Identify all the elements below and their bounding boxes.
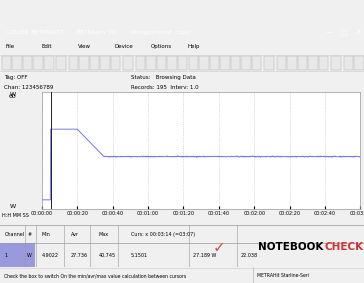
FancyBboxPatch shape [123, 56, 133, 70]
FancyBboxPatch shape [178, 56, 187, 70]
FancyBboxPatch shape [220, 56, 230, 70]
Text: Help: Help [187, 44, 200, 50]
Text: NOTEBOOK: NOTEBOOK [258, 242, 324, 252]
FancyBboxPatch shape [146, 56, 156, 70]
Text: #: # [27, 232, 31, 237]
Text: Curs: x 00:03:14 (=03:07): Curs: x 00:03:14 (=03:07) [131, 232, 195, 237]
Text: 22.038: 22.038 [240, 253, 257, 258]
FancyBboxPatch shape [157, 56, 166, 70]
FancyBboxPatch shape [210, 56, 219, 70]
Text: 27.736: 27.736 [71, 253, 88, 258]
FancyBboxPatch shape [298, 56, 307, 70]
Text: Edit: Edit [42, 44, 52, 50]
FancyBboxPatch shape [23, 56, 32, 70]
FancyBboxPatch shape [354, 56, 364, 70]
FancyBboxPatch shape [199, 56, 209, 70]
Text: File: File [5, 44, 15, 50]
FancyBboxPatch shape [231, 56, 240, 70]
FancyBboxPatch shape [287, 56, 297, 70]
Text: 27.189 W: 27.189 W [193, 253, 216, 258]
Text: CHECK: CHECK [325, 242, 364, 252]
Text: Status:   Browsing Data: Status: Browsing Data [131, 75, 196, 80]
Text: Channel: Channel [4, 232, 24, 237]
Text: ─: ─ [326, 30, 330, 36]
Text: Max: Max [98, 232, 108, 237]
FancyBboxPatch shape [79, 56, 89, 70]
Text: Avr: Avr [71, 232, 79, 237]
Text: ✕: ✕ [355, 30, 361, 36]
FancyBboxPatch shape [90, 56, 99, 70]
Text: Tag: OFF: Tag: OFF [4, 75, 27, 80]
FancyBboxPatch shape [33, 56, 43, 70]
Text: Records: 195  Interv: 1.0: Records: 195 Interv: 1.0 [131, 85, 199, 89]
FancyBboxPatch shape [319, 56, 328, 70]
FancyBboxPatch shape [12, 56, 22, 70]
FancyBboxPatch shape [264, 56, 274, 70]
Text: GOSSEN METRAWATT    METRAwin 10    Unregistered copy: GOSSEN METRAWATT METRAwin 10 Unregistere… [7, 30, 189, 35]
FancyBboxPatch shape [189, 56, 198, 70]
FancyBboxPatch shape [136, 56, 145, 70]
FancyBboxPatch shape [44, 56, 54, 70]
Text: METRAHit Starline-Seri: METRAHit Starline-Seri [257, 273, 309, 278]
Text: 1: 1 [4, 253, 8, 258]
Text: ✓: ✓ [213, 239, 225, 255]
Text: W: W [10, 204, 16, 209]
FancyBboxPatch shape [252, 56, 261, 70]
Text: View: View [78, 44, 91, 50]
FancyBboxPatch shape [2, 56, 11, 70]
FancyBboxPatch shape [344, 56, 353, 70]
FancyBboxPatch shape [308, 56, 318, 70]
Text: W: W [10, 92, 16, 97]
FancyBboxPatch shape [69, 56, 78, 70]
FancyBboxPatch shape [56, 56, 66, 70]
Text: Min: Min [42, 232, 51, 237]
FancyBboxPatch shape [167, 56, 177, 70]
Text: 40.745: 40.745 [98, 253, 115, 258]
Text: 60: 60 [8, 94, 16, 99]
Text: 5.1501: 5.1501 [131, 253, 148, 258]
Bar [0, 243, 35, 267]
Text: Device: Device [115, 44, 134, 50]
Text: 4.9022: 4.9022 [42, 253, 59, 258]
FancyBboxPatch shape [241, 56, 251, 70]
Text: W: W [27, 253, 32, 258]
Text: □: □ [340, 30, 347, 36]
Text: Chan: 123456789: Chan: 123456789 [4, 85, 53, 89]
Text: Check the box to switch On the min/avr/max value calculation between cursors: Check the box to switch On the min/avr/m… [4, 273, 186, 278]
Text: Options: Options [151, 44, 172, 50]
FancyBboxPatch shape [331, 56, 341, 70]
FancyBboxPatch shape [111, 56, 120, 70]
FancyBboxPatch shape [277, 56, 286, 70]
FancyBboxPatch shape [100, 56, 110, 70]
Text: H:H MM SS: H:H MM SS [2, 213, 29, 218]
